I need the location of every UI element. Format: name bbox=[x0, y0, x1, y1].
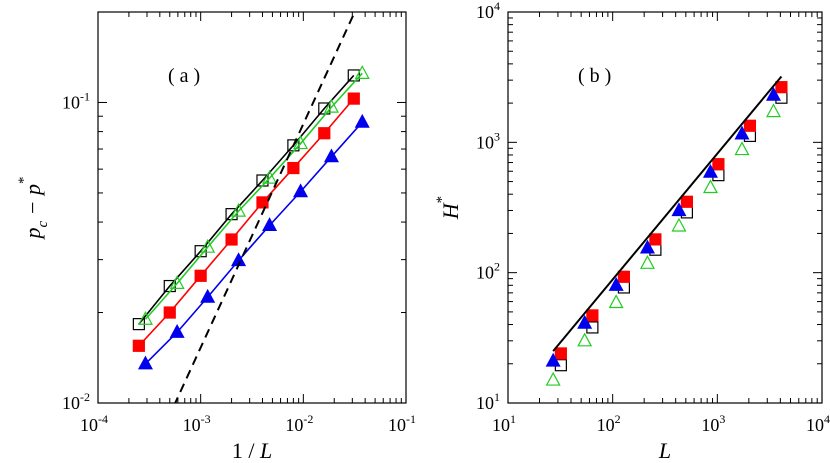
x-tick-label-b-3: 104 bbox=[806, 412, 830, 435]
series-b-0 bbox=[554, 91, 788, 372]
data-point-b-1-4 bbox=[671, 217, 687, 232]
data-point-a-1-6 bbox=[323, 98, 339, 113]
data-point-b-2-2 bbox=[617, 270, 630, 283]
data-point-b-1-5 bbox=[702, 179, 718, 194]
data-point-a-3-1 bbox=[169, 323, 185, 338]
data-point-b-2-4 bbox=[680, 195, 694, 208]
y-tick-label-b-1: 102 bbox=[476, 260, 500, 283]
data-point-a-2-2 bbox=[194, 269, 207, 282]
data-point-a-3-2 bbox=[200, 288, 216, 303]
panel-b: 101 102 103 104 101 102 103 104 ( b ) L H* bbox=[434, 0, 830, 463]
data-point-a-2-1 bbox=[163, 306, 176, 319]
data-point-b-2-5 bbox=[712, 158, 725, 171]
series-a-3 bbox=[137, 113, 370, 370]
data-point-a-1-7 bbox=[354, 65, 370, 79]
data-point-a-2-6 bbox=[318, 127, 331, 140]
series-b-2 bbox=[554, 81, 788, 360]
x-axis-title-b: L bbox=[658, 438, 671, 463]
data-point-b-1-3 bbox=[639, 255, 655, 269]
data-point-a-3-6 bbox=[323, 148, 339, 163]
data-point-b-1-0 bbox=[545, 371, 561, 386]
data-point-a-1-5 bbox=[293, 135, 309, 150]
data-point-b-3-0 bbox=[545, 352, 561, 367]
x-tick-label-b-1: 102 bbox=[597, 412, 621, 435]
data-point-b-3-6 bbox=[734, 125, 750, 140]
series-b-4 bbox=[552, 75, 783, 352]
data-point-b-3-4 bbox=[671, 202, 687, 217]
data-point-a-2-4 bbox=[256, 196, 269, 209]
x-tick-label-a-3: 10-1 bbox=[388, 412, 416, 435]
plot-frame-a bbox=[97, 11, 407, 404]
panel-a: 10-4 10-3 10-2 10-1 10-2 10-1 ( a ) 1 / L pc − p… bbox=[16, 11, 416, 463]
x-tick-label-b-2: 103 bbox=[701, 412, 725, 435]
ticks-b bbox=[507, 12, 822, 404]
data-point-a-1-2 bbox=[200, 238, 216, 253]
data-point-b-3-2 bbox=[608, 277, 624, 291]
series-line-a-1 bbox=[144, 72, 363, 320]
panel-label-b: ( b ) bbox=[578, 65, 611, 87]
y-axis-title-b: H* bbox=[434, 196, 463, 220]
data-point-a-3-7 bbox=[354, 113, 370, 128]
y-tick-label-a-1: 10-1 bbox=[62, 89, 90, 112]
x-tick-label-a-1: 10-3 bbox=[183, 412, 211, 435]
series-line-b-4 bbox=[552, 75, 783, 352]
y-tick-label-b-0: 101 bbox=[476, 390, 500, 413]
data-point-a-1-4 bbox=[262, 169, 278, 184]
x-tick-label-b-0: 101 bbox=[492, 412, 516, 435]
plot-area-a bbox=[132, 12, 370, 403]
data-point-b-1-2 bbox=[608, 294, 624, 309]
data-point-b-1-7 bbox=[765, 103, 782, 118]
data-point-b-2-7 bbox=[775, 81, 788, 94]
data-point-a-2-7 bbox=[347, 92, 360, 105]
plot-area-b bbox=[545, 75, 788, 386]
data-point-b-2-0 bbox=[554, 347, 567, 360]
plot-frame-b bbox=[507, 11, 823, 404]
data-point-a-3-4 bbox=[262, 217, 278, 231]
series-a-1 bbox=[137, 65, 370, 325]
x-axis-title-a: 1 / L bbox=[232, 438, 272, 463]
y-tick-label-b-2: 103 bbox=[476, 129, 500, 152]
data-point-a-3-5 bbox=[293, 183, 309, 198]
series-b-3 bbox=[545, 86, 782, 367]
series-b-1 bbox=[545, 103, 782, 386]
x-tick-label-a-0: 10-4 bbox=[80, 412, 108, 435]
y-tick-label-b-3: 104 bbox=[476, 0, 500, 22]
series-a-2 bbox=[132, 92, 360, 352]
data-point-b-3-7 bbox=[765, 86, 782, 101]
data-point-a-1-3 bbox=[231, 202, 247, 217]
ticks-a bbox=[97, 11, 406, 404]
y-tick-label-a-0: 10-2 bbox=[62, 390, 90, 413]
data-point-a-1-0 bbox=[137, 310, 153, 325]
data-point-b-1-6 bbox=[734, 141, 750, 156]
data-point-a-1-1 bbox=[169, 275, 185, 290]
series-a-0 bbox=[132, 69, 360, 331]
data-point-a-2-3 bbox=[225, 233, 238, 246]
data-point-a-2-5 bbox=[287, 161, 300, 175]
data-point-b-2-1 bbox=[586, 309, 599, 322]
y-axis-title-a: pc − p* bbox=[16, 176, 51, 240]
data-point-b-2-3 bbox=[649, 233, 662, 246]
x-tick-label-a-2: 10-2 bbox=[285, 412, 313, 435]
data-point-b-3-1 bbox=[577, 314, 593, 329]
data-point-b-1-1 bbox=[577, 332, 593, 347]
series-line-a-3 bbox=[144, 121, 363, 365]
data-point-a-3-0 bbox=[137, 355, 153, 370]
panel-label-a: ( a ) bbox=[168, 65, 200, 87]
data-point-b-3-3 bbox=[639, 239, 655, 254]
data-point-b-3-5 bbox=[702, 163, 718, 178]
data-point-a-2-0 bbox=[132, 339, 145, 352]
data-point-b-2-6 bbox=[743, 119, 757, 132]
